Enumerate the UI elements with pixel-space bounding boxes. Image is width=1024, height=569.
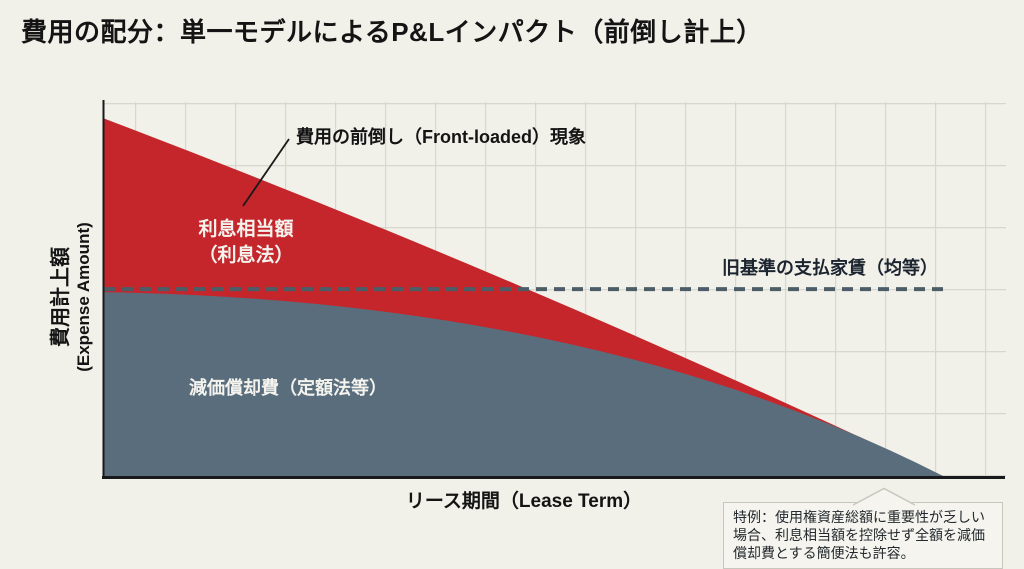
- depreciation-area-label: 減価償却費（定額法等）: [189, 378, 387, 398]
- interest-area-label: 利息相当額 （利息法）: [166, 217, 326, 269]
- y-axis-label-jp: 費用計上額: [50, 247, 72, 348]
- depreciation-area: [103, 292, 945, 477]
- page-title: 費用の配分：単一モデルによるP&Lインパクト（前倒し計上）: [21, 17, 763, 47]
- special-case-note: 特例：使用権資産総額に重要性が乏しい場合、利息相当額を控除せず全額を減価償却費と…: [723, 487, 1003, 569]
- y-axis-label: 費用計上額 (Expense Amount): [49, 222, 95, 372]
- special-case-note-text: 特例：使用権資産総額に重要性が乏しい場合、利息相当額を控除せず全額を減価償却費と…: [733, 509, 985, 561]
- x-axis-label: リース期間（Lease Term）: [405, 491, 643, 512]
- interest-area-label-line2: （利息法）: [198, 245, 294, 266]
- note-callout-notch: [852, 487, 916, 506]
- old-standard-line-label: 旧基準の支払家賃（均等）: [722, 258, 938, 278]
- y-axis-label-en: (Expense Amount): [74, 222, 93, 372]
- front-loaded-annotation: 費用の前倒し（Front-loaded）現象: [296, 127, 586, 147]
- interest-area-label-line1: 利息相当額: [198, 219, 294, 240]
- annotation-leader-line: [242, 138, 290, 207]
